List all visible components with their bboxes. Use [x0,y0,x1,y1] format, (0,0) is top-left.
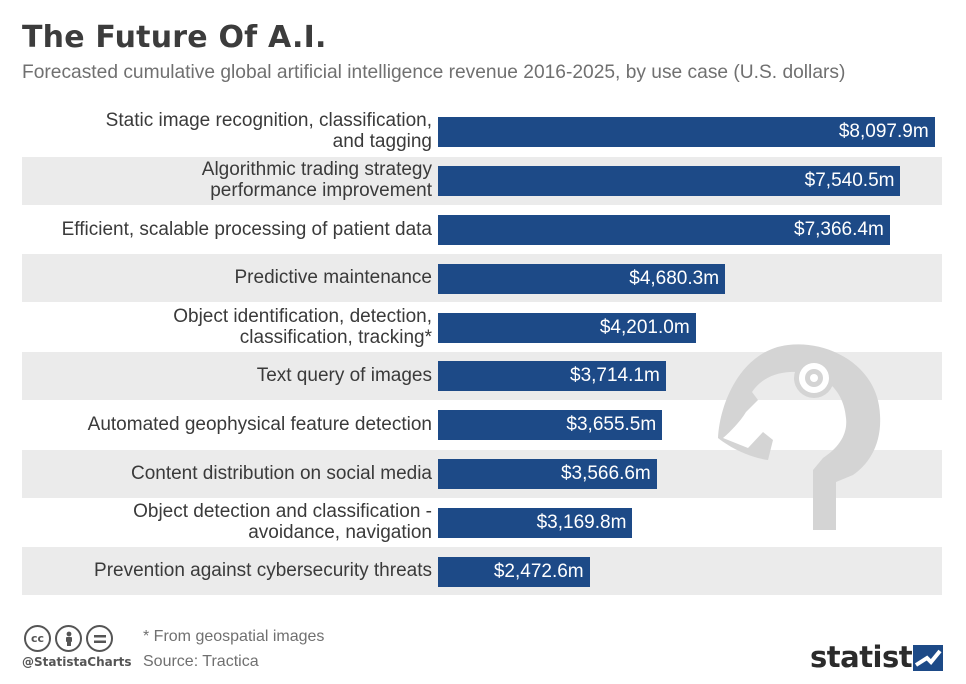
category-label-line: Static image recognition, classification… [105,110,432,132]
bar [438,459,657,489]
category-label-line: and tagging [332,131,432,153]
bar [438,117,935,148]
statista-brand[interactable]: statista [810,640,932,674]
cc-icon: cc [24,625,51,652]
bar [438,312,696,343]
footnote: * From geospatial images [143,628,325,645]
bar [438,361,666,392]
category-label-line: Predictive maintenance [234,267,433,289]
bar-value-label: $3,714.1m [570,365,660,387]
chart-subtitle: Forecasted cumulative global artificial … [22,62,846,83]
ai-head-watermark-icon [718,344,881,530]
category-label: Predictive maintenance [12,267,433,289]
source-note: Source: Tractica [143,653,259,670]
by-attribution-icon [55,625,82,652]
category-label: Object identification, detection, classif… [12,306,432,348]
category-label-line: classification, tracking* [239,326,432,348]
chart-title: The Future Of A.I. [22,20,327,55]
category-label-line: Efficient, scalable processing of patien… [61,218,432,240]
category-label: Automated geophysical feature detection [12,414,432,435]
category-label-line: performance improvement [210,180,432,202]
category-label: Prevention against cybersecurity threats [12,560,432,581]
statista-logo-icon [913,645,943,671]
category-label: Text query of images [12,365,432,386]
bar [438,507,633,538]
category-label-line: Content distribution on social media [130,462,432,484]
bar-value-label: $8,097.9m [838,121,929,143]
category-label-line: Text query of images [256,364,432,386]
bar-value-label: $7,366.4m [794,219,884,240]
nd-equals-icon [86,625,113,652]
category-label-line: avoidance, navigation [248,521,432,543]
category-label-line: Prevention against cybersecurity threats [94,560,432,582]
category-label-line: Automated geophysical feature detection [87,413,432,435]
statista-handle: @StatistaCharts [22,655,132,669]
bar-value-label: $3,169.8m [536,511,627,533]
bar [438,263,726,294]
category-label: Algorithmic trading strategy performance … [12,159,432,201]
category-label-line: Object identification, detection, [173,305,432,327]
bar-value-label: $7,540.5m [804,170,895,192]
category-label: Static image recognition, classification… [12,110,432,152]
bar [438,215,890,245]
bar [438,166,901,197]
category-label-line: Algorithmic trading strategy [201,159,432,181]
bar-value-label: $4,201.0m [599,316,690,338]
bar [438,410,663,441]
category-label: Efficient, scalable processing of patien… [12,219,432,240]
category-label: Content distribution on social media [12,463,432,484]
category-label: Object detection and classification - avo… [12,501,432,543]
bar-value-label: $3,655.5m [566,414,657,436]
bar-value-label: $3,566.6m [560,463,651,484]
license-icons: cc [24,625,113,652]
category-label-line: Object detection and classification - [133,500,432,522]
bar-value-label: $4,680.3m [629,267,720,289]
bar-value-label: $2,472.6m [493,560,584,582]
bar [438,556,590,587]
